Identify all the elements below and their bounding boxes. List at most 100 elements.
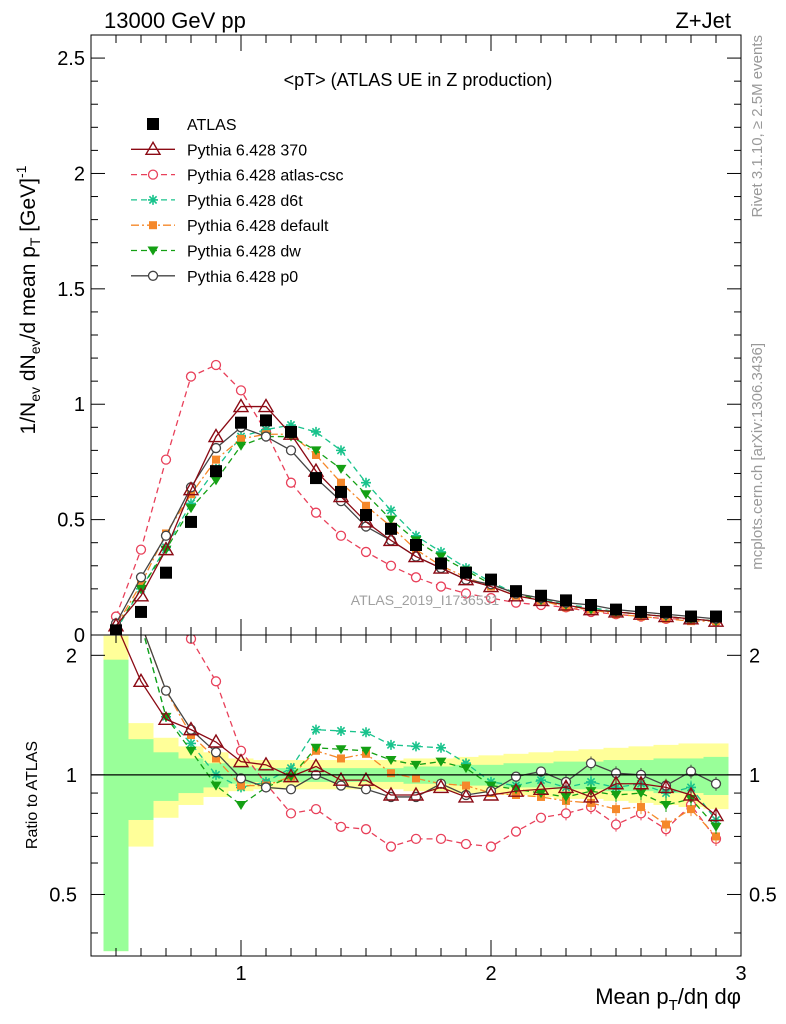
data-point-default <box>337 478 345 487</box>
legend-marker <box>147 246 159 256</box>
data-point-atlascsc <box>410 572 422 583</box>
ratio-point-atlascsc <box>460 838 472 850</box>
data-point-d6t <box>386 505 396 516</box>
data-point-atlas <box>260 414 272 427</box>
ratio-point-default <box>637 803 645 812</box>
legend-label: Pythia 6.428 default <box>187 218 329 235</box>
ratio-point-d6t <box>436 742 446 753</box>
data-point-atlascsc <box>485 592 497 604</box>
ratio-point-p370 <box>482 786 500 801</box>
data-point-dw <box>210 476 222 486</box>
ratio-point-p370 <box>432 779 450 794</box>
legend-label: ATLAS <box>187 117 237 134</box>
ratio-point-d6t <box>536 775 546 786</box>
ratio-point-atlascsc <box>385 841 397 852</box>
plot-title: <pT> (ATLAS UE in Z production) <box>284 70 553 90</box>
legend-entry-p370: Pythia 6.428 370 <box>131 140 307 159</box>
ratio-point-p370 <box>607 775 625 790</box>
data-point-atlas <box>535 589 547 602</box>
ratio-point-d6t <box>586 776 596 787</box>
data-point-atlascsc <box>285 477 297 488</box>
data-point-p0 <box>135 572 147 583</box>
ratio-point-p0 <box>510 771 522 782</box>
legend-marker <box>147 118 159 130</box>
data-point-atlascsc <box>210 359 222 371</box>
ratio-point-dw <box>360 746 372 756</box>
ratio-point-atlascsc <box>335 821 347 832</box>
data-point-atlascsc <box>185 371 197 382</box>
ratio-point-p370 <box>257 756 275 771</box>
ratio-point-p370 <box>207 733 225 748</box>
ratio-point-p370 <box>382 786 400 801</box>
ratio-band-inner-bin <box>128 739 154 820</box>
ratio-point-dw <box>235 800 247 810</box>
ratio-point-p370 <box>682 786 700 801</box>
data-point-default <box>137 580 145 589</box>
main-y-tick-label: 1.5 <box>57 279 85 301</box>
legend-marker <box>148 194 158 205</box>
ratio-series-p0 <box>144 635 722 803</box>
data-point-atlascsc <box>435 581 447 592</box>
y-axis-label: 1/Nev dNev/d mean pT [GeV]-1 <box>13 165 43 434</box>
ratio-y-tick-label-right: 1 <box>749 765 760 787</box>
x-axis-label: Mean pT/dη dφ <box>595 984 741 1014</box>
main-y-tick-label: 2.5 <box>57 48 85 70</box>
x-tick-label: 2 <box>485 963 496 985</box>
ratio-point-p370 <box>557 779 575 794</box>
data-point-d6t <box>336 445 346 456</box>
ratio-point-p0 <box>235 773 247 784</box>
ratio-point-p370 <box>307 758 325 773</box>
data-point-atlascsc <box>135 544 147 555</box>
ratio-point-default <box>212 754 220 763</box>
data-point-d6t <box>186 498 196 509</box>
data-point-atlas <box>360 509 372 521</box>
data-point-atlascsc <box>460 588 472 599</box>
ratio-y-tick-label-left: 0.5 <box>49 884 77 906</box>
legend-marker <box>147 270 159 281</box>
ratio-band-inner-bin <box>103 659 129 952</box>
ratio-point-d6t <box>361 727 371 738</box>
ratio-band-inner-bin <box>153 752 179 801</box>
data-point-dw <box>435 552 447 562</box>
data-point-atlas <box>610 603 622 616</box>
ratio-point-d6t <box>311 724 321 735</box>
ratio-point-atlascsc <box>112 581 121 590</box>
legend-label: Pythia 6.428 d6t <box>187 193 303 210</box>
main-y-tick-label: 1 <box>74 394 85 416</box>
ratio-point-p370 <box>232 753 250 768</box>
data-point-p370 <box>207 428 225 443</box>
data-point-atlas <box>285 425 297 438</box>
ratio-point-default <box>462 781 470 790</box>
ratio-point-p370 <box>582 788 600 803</box>
data-point-p370 <box>157 541 175 556</box>
legend-label: Pythia 6.428 dw <box>187 244 301 261</box>
ratio-point-dw <box>310 743 322 753</box>
data-point-atlascsc <box>310 507 322 518</box>
data-point-atlas <box>485 573 497 586</box>
data-point-atlascsc <box>385 560 397 571</box>
ratio-point-dw <box>710 822 722 832</box>
ratio-y-tick-label-right: 2 <box>749 645 760 667</box>
ratio-point-default <box>412 774 420 783</box>
ratio-y-tick-label-left: 2 <box>66 645 77 667</box>
legend-entry-p0: Pythia 6.428 p0 <box>131 269 298 286</box>
ratio-line-default <box>144 635 717 837</box>
ratio-point-dw <box>185 746 197 756</box>
legend-marker <box>149 221 157 230</box>
ratio-point-dw <box>335 745 347 755</box>
data-point-p0 <box>210 442 222 454</box>
data-point-dw <box>235 441 247 451</box>
data-point-atlas <box>410 539 422 551</box>
legend: ATLAS Pythia 6.428 370 Pythia 6.428 atlas-… <box>131 117 344 286</box>
data-point-atlas <box>635 605 647 618</box>
data-point-atlas <box>685 610 697 623</box>
data-point-atlascsc <box>235 385 247 396</box>
ratio-point-dw <box>410 760 422 770</box>
ratio-point-dw <box>385 756 397 766</box>
legend-entry-atlas: ATLAS <box>147 117 237 134</box>
data-point-p370 <box>232 398 250 413</box>
data-point-p370 <box>382 531 400 547</box>
ratio-series-default <box>144 635 720 844</box>
ratio-point-p370 <box>407 786 425 801</box>
